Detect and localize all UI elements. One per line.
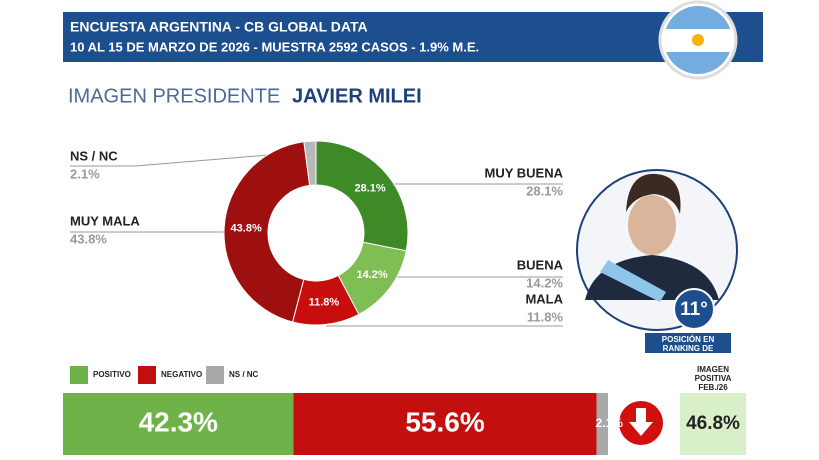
flag [658, 0, 738, 80]
category-value: 2.1% [70, 166, 100, 181]
ranking-caption-box [645, 333, 731, 353]
slice-label: 28.1% [354, 182, 385, 194]
legend-swatch [138, 366, 156, 384]
legend-swatch [70, 366, 88, 384]
header-title: ENCUESTA ARGENTINA - CB GLOBAL DATA [70, 19, 368, 35]
donut-slice [223, 141, 311, 323]
heading-name: JAVIER MILEI [292, 85, 422, 107]
donut-slice [303, 140, 317, 186]
donut-slice [315, 140, 409, 252]
legend-label: NS / NC [229, 370, 259, 379]
category-label: NS / NC [70, 148, 118, 163]
ranking-badge [673, 288, 715, 330]
category-value: 28.1% [526, 183, 563, 198]
previous-box [680, 393, 746, 455]
bar-label: 42.3% [139, 406, 218, 437]
ranking-caption: POSICIÓN EN RANKING DE PRESIDENTES [659, 335, 717, 362]
legend-label: NEGATIVO [161, 370, 202, 379]
bar-segment [293, 393, 597, 455]
slice-label: 14.2% [357, 269, 388, 281]
header-subtitle: 10 AL 15 DE MARZO DE 2026 - MUESTRA 2592… [70, 39, 479, 54]
ranking-position: 11° [680, 299, 708, 320]
legend-swatch [206, 366, 224, 384]
category-label: MALA [525, 291, 563, 306]
category-value: 11.8% [527, 309, 564, 324]
bar-label: 55.6% [405, 406, 484, 437]
header-band [63, 12, 763, 62]
legend-label: POSITIVO [93, 370, 131, 379]
bar-segment [596, 393, 608, 455]
slice-label: 11.8% [309, 296, 340, 308]
slice-label: 43.8% [231, 223, 262, 235]
down-arrow-icon [619, 401, 663, 445]
previous-value: 46.8% [686, 413, 740, 434]
bar-label: 2.1% [596, 416, 624, 430]
category-label: MUY MALA [70, 213, 140, 228]
category-value: 43.8% [70, 231, 107, 246]
category-value: 14.2% [526, 275, 563, 290]
leader-lines [70, 151, 563, 327]
bar-segment [63, 393, 294, 455]
category-label: MUY BUENA [485, 165, 564, 180]
heading-prefix: IMAGEN PRESIDENTE [68, 85, 280, 107]
category-label: BUENA [517, 257, 564, 272]
previous-label: IMAGEN POSITIVA FEB./26 [694, 365, 732, 392]
